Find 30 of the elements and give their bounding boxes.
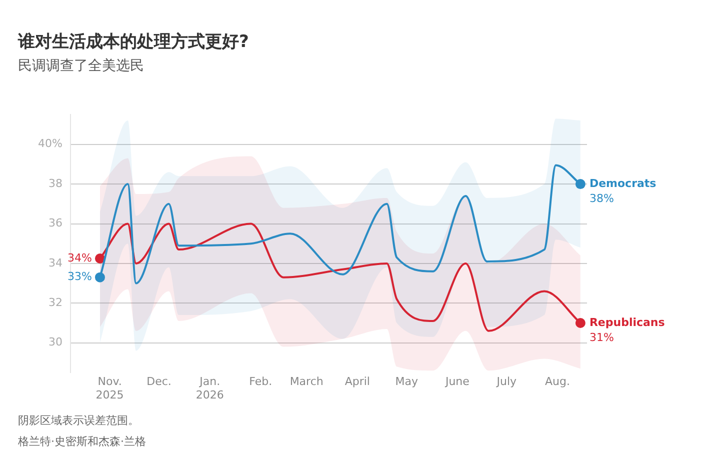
x-tick-label: March [290,375,324,388]
x-tick-label: May [395,375,418,388]
x-tick-label: Feb. [249,375,272,388]
y-tick-label: 30 [48,336,62,349]
point [94,253,105,264]
data-label: 31% [589,330,614,344]
y-tick-label: 40% [38,137,62,150]
series-label: Republicans [589,316,666,329]
series-label: Democrats [589,176,657,190]
x-tick-label: April [344,375,370,388]
data-label: 33% [68,270,92,284]
x-tick-label: Dec. [146,375,172,388]
data-label: 34% [68,251,92,264]
y-tick-label: 34 [48,256,62,270]
x-tick-label: Jan. 2026 [196,375,224,402]
y-tick-label: 32 [48,296,62,309]
y-tick-label: 36 [48,216,62,230]
x-tick-label: June [444,375,470,388]
data-label: 38% [589,192,614,205]
text: 格兰特·史密斯和杰森·兰格 [18,434,146,450]
x-tick-label: Aug. [544,375,570,388]
y-tick-label: 38 [48,176,62,190]
point [575,179,586,190]
x-tick-label: Nov. 2025 [96,375,124,402]
text: 阴影区域表示误差范围。 [18,413,140,429]
chart-title: 谁对生活成本的处理方式更好? [18,31,249,53]
point [575,318,586,328]
chart-subtitle: 民调调查了全美选民 [18,57,144,75]
x-tick-label: July [496,375,518,388]
point [94,272,105,282]
